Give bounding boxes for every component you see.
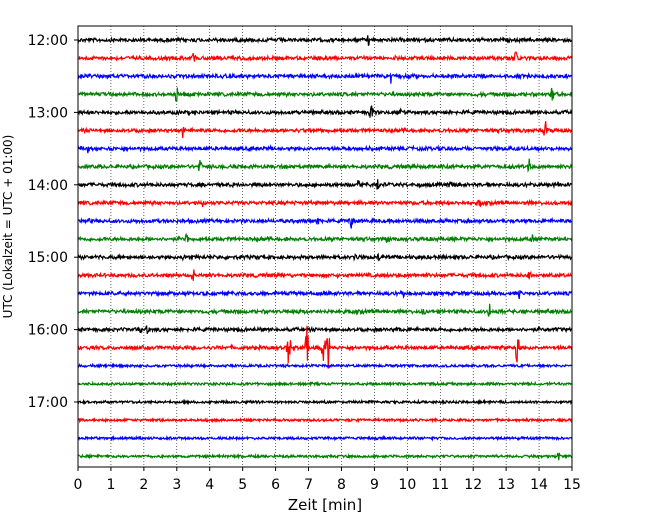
seismogram-trace — [77, 303, 573, 317]
x-tick-label: 6 — [271, 477, 280, 493]
y-tick-label: 12:00 — [28, 33, 68, 49]
seismogram-trace — [77, 87, 573, 102]
y-tick-label: 14:00 — [28, 178, 68, 194]
seismogram-trace — [77, 416, 573, 424]
x-tick-label: 10 — [398, 477, 416, 493]
seismogram-trace — [77, 71, 573, 84]
y-tick-label: 17:00 — [28, 395, 68, 411]
seismogram-trace — [77, 121, 573, 139]
x-tick-label: 3 — [172, 477, 181, 493]
y-axis: 12:00 13:00 14:00 15:00 16:00 17:00 — [28, 33, 78, 411]
seismogram-trace — [77, 452, 573, 461]
seismogram-trace — [77, 289, 573, 300]
x-tick-label: 13 — [497, 477, 515, 493]
seismogram-trace — [77, 362, 573, 370]
seismogram-trace — [77, 144, 573, 154]
y-tick-label: 13:00 — [28, 105, 68, 121]
seismogram-trace — [77, 198, 573, 208]
x-tick-label: 14 — [530, 477, 548, 493]
x-axis: 0 1 2 3 4 5 6 7 8 9 10 11 12 13 14 15 — [74, 467, 581, 493]
seismogram-trace — [77, 35, 573, 47]
x-axis-label: Zeit [min] — [288, 496, 362, 514]
seismogram-trace — [77, 232, 573, 244]
x-tick-label: 9 — [370, 477, 379, 493]
y-tick-label: 16:00 — [28, 323, 68, 339]
seismogram-trace — [77, 269, 573, 281]
seismogram-trace — [77, 325, 573, 334]
x-tick-label: 2 — [139, 477, 148, 493]
seismogram-trace — [77, 252, 573, 262]
seismogram-trace — [77, 216, 573, 229]
x-tick-label: 4 — [205, 477, 214, 493]
seismogram-trace — [77, 325, 573, 369]
y-axis-label: UTC (Lokalzeit = UTC + 01:00) — [1, 135, 15, 319]
x-tick-label: 5 — [238, 477, 247, 493]
x-tick-label: 7 — [304, 477, 313, 493]
plot-frame — [77, 25, 573, 468]
seismogram-trace — [78, 179, 573, 190]
x-tick-label: 0 — [74, 477, 83, 493]
x-tick-label: 8 — [337, 477, 346, 493]
seismogram-trace — [77, 434, 573, 442]
seismogram-trace — [77, 158, 573, 173]
y-tick-label: 15:00 — [28, 250, 68, 266]
trace-group — [77, 35, 573, 461]
x-tick-label: 1 — [106, 477, 115, 493]
x-tick-label: 11 — [431, 477, 449, 493]
x-tick-label: 12 — [464, 477, 482, 493]
seismogram-trace — [77, 105, 573, 118]
seismogram-trace — [77, 380, 573, 388]
x-tick-label: 15 — [563, 477, 581, 493]
seismogram-trace — [77, 50, 573, 63]
seismogram-trace — [77, 398, 573, 406]
